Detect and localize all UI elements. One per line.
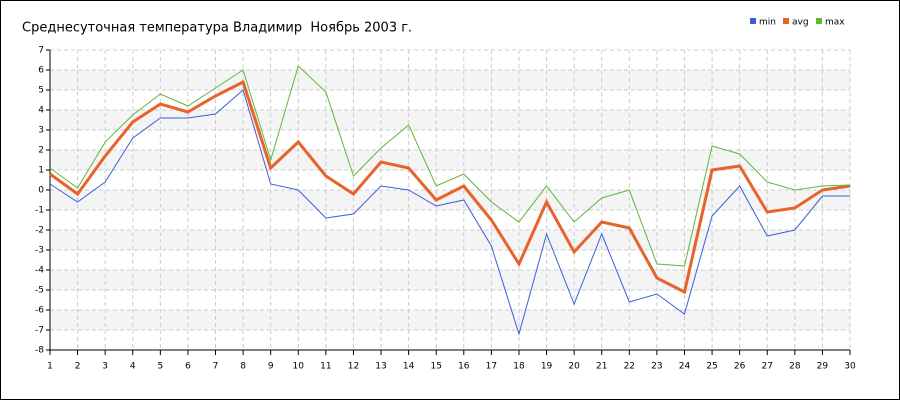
x-tick-label: 28 [789,362,801,372]
x-tick-label: 29 [817,362,829,372]
band [50,190,850,210]
y-tick-label: 4 [38,106,44,116]
x-tick-label: 23 [651,362,662,372]
band [50,150,850,170]
x-tick-label: 6 [185,362,191,372]
y-tick-label: -8 [35,346,44,356]
y-tick-label: -4 [35,266,44,276]
x-tick-label: 11 [320,362,331,372]
legend-swatch [750,18,756,24]
legend-label: min [759,18,776,28]
y-tick-label: 5 [38,86,44,96]
legend-swatch [816,18,822,24]
y-tick-label: 6 [38,66,44,76]
x-tick-label: 13 [375,362,386,372]
x-tick-label: 19 [541,362,553,372]
x-tick-label: 30 [844,362,856,372]
x-tick-label: 7 [213,362,219,372]
band [50,270,850,290]
x-tick-label: 22 [624,362,635,372]
x-tick-label: 9 [268,362,274,372]
band [50,70,850,90]
series-line [49,79,851,295]
y-tick-label: 3 [38,126,44,136]
x-tick-label: 15 [430,362,441,372]
chart-title: Среднесуточная температура Владимир Нояб… [22,21,412,36]
x-tick-label: 2 [75,362,81,372]
y-tick-label: -2 [35,226,44,236]
x-tick-label: 10 [293,362,305,372]
series-line [49,65,851,267]
y-tick-label: 1 [38,166,44,176]
x-tick-label: 1 [47,362,53,372]
x-tick-label: 16 [458,362,470,372]
x-tick-label: 26 [734,362,746,372]
y-tick-label: 0 [38,186,44,196]
x-tick-label: 24 [679,362,691,372]
y-tick-label: -1 [35,206,44,216]
y-tick-label: -3 [35,246,44,256]
x-tick-label: 8 [240,362,246,372]
band [50,230,850,250]
x-tick-label: 25 [706,362,717,372]
x-tick-label: 27 [762,362,773,372]
x-tick-label: 20 [568,362,580,372]
y-tick-label: 2 [38,146,44,156]
y-tick-label: -7 [35,326,44,336]
x-tick-label: 4 [130,362,136,372]
x-tick-label: 18 [513,362,525,372]
band [50,110,850,130]
band [50,310,850,330]
legend-label: avg [792,18,809,28]
y-tick-label: -6 [35,306,44,316]
legend-label: max [825,18,845,28]
x-tick-label: 21 [596,362,607,372]
y-tick-label: 7 [38,46,44,56]
series-line [49,89,850,336]
legend-swatch [783,18,789,24]
x-tick-label: 12 [348,362,359,372]
x-tick-label: 3 [102,362,108,372]
y-tick-label: -5 [35,286,44,296]
x-tick-label: 17 [486,362,497,372]
x-tick-label: 5 [157,362,163,372]
x-tick-label: 14 [403,362,415,372]
